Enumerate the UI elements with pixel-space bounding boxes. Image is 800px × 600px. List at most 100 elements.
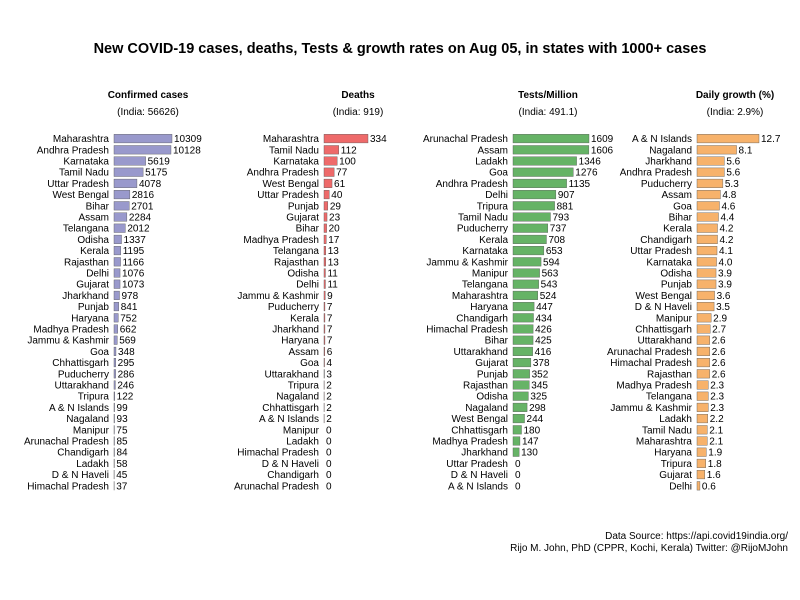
bar [512, 402, 528, 412]
value-label: 99 [117, 403, 129, 414]
value-label: 85 [116, 437, 128, 448]
bar [512, 190, 557, 200]
category-label: Andhra Pradesh [620, 168, 692, 179]
category-label: Madhya Pradesh [616, 381, 692, 392]
value-label: 1.8 [708, 459, 722, 470]
bar [512, 380, 530, 390]
category-label: Kerala [479, 235, 508, 246]
category-label: Tripura [661, 459, 693, 470]
bar [323, 156, 338, 166]
category-label: Goa [90, 347, 109, 358]
value-label: 3 [326, 369, 332, 380]
bar [696, 380, 709, 390]
category-label: Chandigarh [267, 470, 319, 481]
bar [512, 134, 590, 144]
category-label: Tripura [288, 381, 320, 392]
value-label: 147 [522, 437, 539, 448]
value-label: 2.6 [712, 358, 726, 369]
category-label: Arunachal Pradesh [607, 347, 692, 358]
bar [323, 257, 326, 267]
value-label: 37 [116, 481, 128, 492]
bar [323, 145, 339, 155]
category-label: Tamil Nadu [59, 168, 109, 179]
value-label: 23 [329, 213, 341, 224]
value-label: 5.3 [725, 179, 739, 190]
bar [323, 324, 326, 334]
value-label: 4.2 [720, 224, 734, 235]
category-label: Goa [300, 358, 319, 369]
bar [696, 145, 737, 155]
value-label: 1195 [123, 246, 145, 257]
bar [512, 167, 574, 177]
bar [113, 391, 115, 401]
value-label: 13 [328, 257, 340, 268]
bar [323, 335, 326, 345]
category-label: Goa [489, 168, 508, 179]
category-label: Punjab [288, 201, 320, 212]
bar [323, 234, 327, 244]
value-label: 325 [530, 392, 547, 403]
category-label: Delhi [296, 280, 319, 291]
panel-title: Tests/Million [518, 90, 578, 101]
value-label: 4 [327, 358, 333, 369]
value-label: 8.1 [739, 145, 753, 156]
category-label: Karnataka [63, 157, 109, 168]
value-label: 45 [116, 470, 128, 481]
category-label: Uttarakhand [454, 347, 508, 358]
value-label: 352 [532, 369, 549, 380]
panel-title: Deaths [341, 90, 375, 101]
category-label: Odisha [660, 269, 692, 280]
category-label: West Bengal [262, 179, 319, 190]
value-label: 2.6 [712, 336, 726, 347]
bar [113, 414, 115, 424]
value-label: 1135 [569, 179, 591, 190]
value-label: 13 [328, 246, 340, 257]
category-label: Ladakh [475, 157, 508, 168]
bar [512, 447, 520, 457]
category-label: Tamil Nadu [458, 213, 508, 224]
bar [696, 201, 720, 211]
category-label: D & N Haveli [52, 470, 109, 481]
category-label: Ladakh [76, 459, 109, 470]
bar [512, 425, 522, 435]
category-label: Nagaland [66, 414, 109, 425]
value-label: 0 [326, 481, 332, 492]
category-label: Gujarat [659, 470, 692, 481]
value-label: 4.6 [721, 201, 735, 212]
category-label: Jammu & Kashmir [610, 403, 692, 414]
value-label: 5175 [145, 168, 168, 179]
value-label: 1346 [579, 157, 602, 168]
value-label: 3.9 [718, 280, 732, 291]
bar [512, 246, 545, 256]
category-label: Karnataka [273, 157, 319, 168]
category-label: Kerala [290, 313, 319, 324]
value-label: 662 [120, 325, 137, 336]
category-label: West Bengal [52, 190, 109, 201]
bar [113, 246, 121, 256]
value-label: 2012 [127, 224, 150, 235]
category-label: Manipur [283, 425, 320, 436]
bar [696, 156, 725, 166]
bar [696, 290, 715, 300]
bar [696, 358, 710, 368]
category-label: Goa [673, 201, 692, 212]
bar [113, 402, 115, 412]
bar [512, 391, 529, 401]
category-label: Uttar Pradesh [446, 459, 508, 470]
category-label: Gujarat [286, 213, 319, 224]
bar [323, 190, 330, 200]
category-label: Maharashtra [53, 134, 110, 145]
value-label: 17 [328, 235, 340, 246]
category-label: D & N Haveli [262, 459, 319, 470]
category-label: Arunachal Pradesh [234, 481, 319, 492]
bar [113, 201, 130, 211]
value-label: 3.5 [716, 302, 730, 313]
bar [696, 246, 718, 256]
bar [323, 313, 326, 323]
value-label: 246 [117, 381, 134, 392]
category-label: Delhi [86, 269, 109, 280]
bar [696, 425, 708, 435]
value-label: 122 [117, 392, 134, 403]
category-label: Manipur [656, 313, 693, 324]
category-label: Assam [288, 347, 319, 358]
